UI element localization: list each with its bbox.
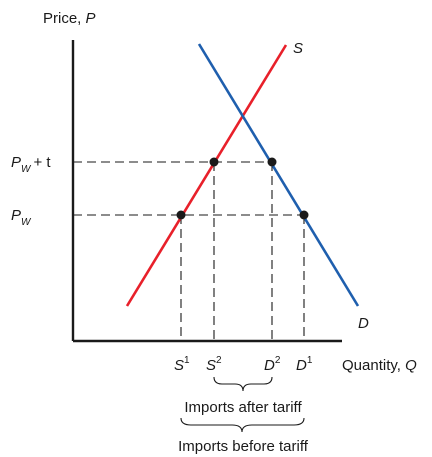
imports-before-label: Imports before tariff (178, 438, 309, 455)
demand-at-tariff-point (267, 157, 277, 167)
demand-curve (197, 43, 360, 307)
tariff-price-label: PW + t (11, 154, 51, 175)
imports-before-brace (180, 417, 305, 433)
imports-after-label: Imports after tariff (184, 399, 302, 416)
y-axis-label: Price, P (43, 10, 96, 27)
world-price-label: PW (11, 207, 32, 228)
s1-tick-label: S1 (174, 355, 190, 374)
supply-at-world-point (176, 210, 186, 220)
supply-curve-label: S (293, 40, 303, 57)
demand-curve-label: D (358, 315, 369, 332)
demand-at-world-point (299, 210, 309, 220)
d1-tick-label: D1 (296, 355, 313, 374)
supply-at-tariff-point (209, 157, 219, 167)
imports-after-brace (213, 376, 273, 392)
y-axis-symbol: P (86, 10, 96, 27)
supply-curve (125, 44, 288, 307)
s2-tick-label: S2 (206, 355, 222, 374)
x-axis-symbol: Q (405, 357, 417, 374)
d2-tick-label: D2 (264, 355, 281, 374)
x-axis-label: Quantity, Q (342, 357, 417, 374)
